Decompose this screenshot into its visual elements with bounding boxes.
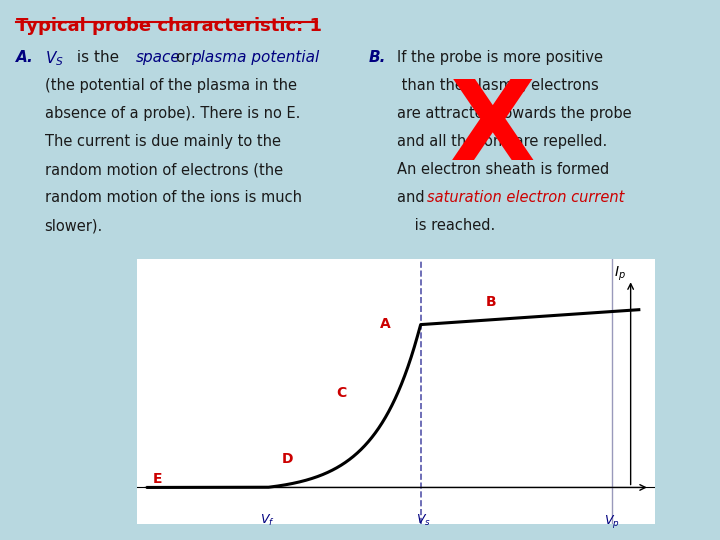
Text: $I_p$: $I_p$ [614,265,626,284]
Text: space: space [135,50,180,65]
Text: B: B [486,295,497,309]
Text: E: E [153,472,163,487]
Text: $V_S$: $V_S$ [45,50,63,69]
Text: random motion of the ions is much: random motion of the ions is much [45,190,302,205]
Text: is the: is the [72,50,124,65]
Text: (the potential of the plasma in the: (the potential of the plasma in the [45,78,297,93]
Text: A.: A. [16,50,34,65]
Text: absence of a probe). There is no E.: absence of a probe). There is no E. [45,106,300,121]
Text: B.: B. [369,50,386,65]
Text: than the plasma, electrons: than the plasma, electrons [397,78,599,93]
Text: are attracted towards the probe: are attracted towards the probe [397,106,632,121]
Text: Typical probe characteristic: 1: Typical probe characteristic: 1 [16,17,322,35]
Text: $V_s$: $V_s$ [416,512,431,528]
Text: The current is due mainly to the: The current is due mainly to the [45,134,281,149]
Text: An electron sheath is formed: An electron sheath is formed [397,162,610,177]
Text: is reached.: is reached. [410,218,495,233]
Text: $V_f$: $V_f$ [261,512,275,528]
Text: A: A [379,317,390,331]
Text: and: and [397,190,430,205]
Text: and all the ions are repelled.: and all the ions are repelled. [397,134,608,149]
Text: plasma potential: plasma potential [192,50,320,65]
Text: or: or [171,50,196,65]
Text: X: X [451,76,536,183]
Text: $V_p$: $V_p$ [603,512,619,530]
Text: If the probe is more positive: If the probe is more positive [397,50,603,65]
Text: slower).: slower). [45,218,103,233]
Text: C: C [336,386,346,400]
Text: saturation electron current: saturation electron current [427,190,624,205]
Text: D: D [282,452,293,466]
Text: random motion of electrons (the: random motion of electrons (the [45,162,283,177]
